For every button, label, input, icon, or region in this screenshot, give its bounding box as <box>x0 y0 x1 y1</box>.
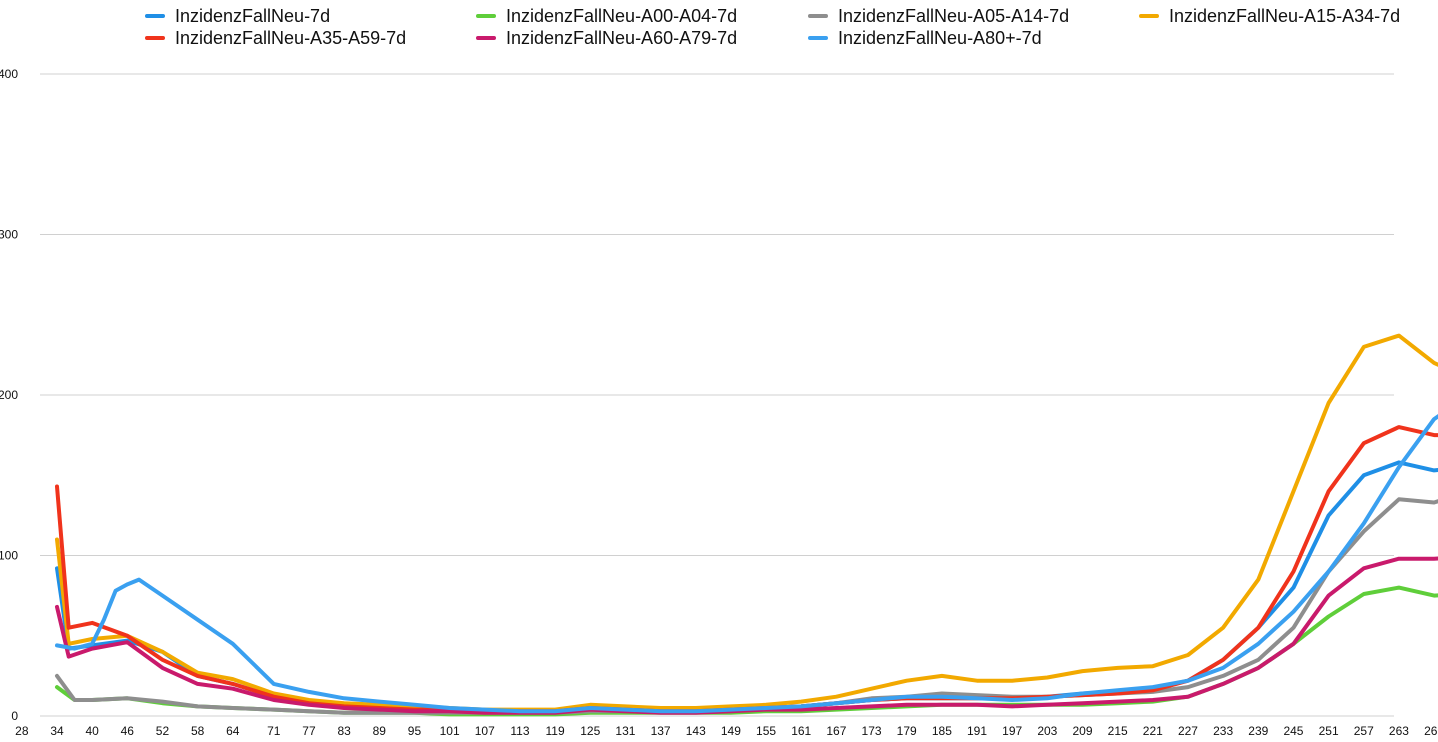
x-tick-label: 233 <box>1213 724 1233 738</box>
legend-label: InzidenzFallNeu-A05-A14-7d <box>838 5 1070 26</box>
x-tick-label: 143 <box>686 724 706 738</box>
legend-label: InzidenzFallNeu-7d <box>175 5 331 26</box>
legend-item: InzidenzFallNeu-A80+-7d <box>808 27 1042 49</box>
legend-swatch <box>1139 14 1159 18</box>
x-tick-label: 101 <box>440 724 460 738</box>
series-line-InzidenzFallNeu-A15-A34-7d <box>55 333 1438 712</box>
x-tick-label: 257 <box>1354 724 1374 738</box>
x-tick-label: 40 <box>85 724 99 738</box>
x-tick-label: 209 <box>1072 724 1092 738</box>
x-tick-label: 34 <box>50 724 64 738</box>
x-tick-label: 155 <box>756 724 776 738</box>
x-tick-label: 119 <box>546 724 565 738</box>
x-tick-label: 95 <box>408 724 422 738</box>
x-tick-label: 239 <box>1248 724 1268 738</box>
series-line-InzidenzFallNeu-A60-A79-7d <box>55 556 1438 715</box>
y-tick-label: 0 <box>11 709 18 723</box>
x-tick-label: 173 <box>862 724 882 738</box>
x-tick-label: 64 <box>226 724 240 738</box>
x-tick-label: 52 <box>156 724 170 738</box>
series-line-InzidenzFallNeu-A35-A59-7d <box>55 425 1438 714</box>
x-tick-label: 227 <box>1178 724 1198 738</box>
y-tick-label: 400 <box>0 67 18 81</box>
x-tick-label: 58 <box>191 724 205 738</box>
x-tick-label: 113 <box>510 724 529 738</box>
y-tick-label: 100 <box>0 549 18 563</box>
legend-swatch <box>476 36 496 40</box>
series-line-InzidenzFallNeu-7d <box>55 460 1438 714</box>
legend-item: InzidenzFallNeu-A15-A34-7d <box>1139 5 1400 27</box>
x-tick-label: 28 <box>15 724 29 738</box>
x-tick-label: 191 <box>967 724 987 738</box>
gridlines <box>40 73 1394 717</box>
legend-swatch <box>145 36 165 40</box>
x-tick-label: 137 <box>651 724 671 738</box>
chart-legend: InzidenzFallNeu-7d InzidenzFallNeu-A00-A0… <box>0 0 1438 60</box>
legend-item: InzidenzFallNeu-7d <box>145 5 330 27</box>
x-tick-label: 149 <box>721 724 741 738</box>
legend-swatch <box>808 14 828 18</box>
legend-item: InzidenzFallNeu-A05-A14-7d <box>808 5 1069 27</box>
series-line-InzidenzFallNeu-A80+-7d <box>55 414 1438 714</box>
x-tick-label: 161 <box>791 724 811 738</box>
x-tick-label: 251 <box>1319 724 1339 738</box>
x-tick-label: 269 <box>1424 724 1438 738</box>
x-tick-label: 89 <box>373 724 387 738</box>
legend-label: InzidenzFallNeu-A35-A59-7d <box>175 27 407 48</box>
x-tick-label: 185 <box>932 724 952 738</box>
x-tick-label: 179 <box>897 724 917 738</box>
legend-swatch <box>476 14 496 18</box>
y-axis-ticks: 0 100 200 300 400 <box>0 67 18 723</box>
legend-label: InzidenzFallNeu-A15-A34-7d <box>1169 5 1401 26</box>
legend-swatch <box>145 14 165 18</box>
x-tick-label: 167 <box>826 724 846 738</box>
x-tick-label: 263 <box>1389 724 1409 738</box>
x-tick-label: 46 <box>121 724 135 738</box>
legend-item: InzidenzFallNeu-A35-A59-7d <box>145 27 406 49</box>
x-tick-label: 77 <box>302 724 316 738</box>
y-tick-label: 200 <box>0 388 18 402</box>
legend-item: InzidenzFallNeu-A00-A04-7d <box>476 5 737 27</box>
legend-label: InzidenzFallNeu-A80+-7d <box>838 27 1042 48</box>
y-tick-label: 300 <box>0 228 18 242</box>
x-tick-label: 83 <box>337 724 351 738</box>
x-tick-label: 197 <box>1002 724 1022 738</box>
legend-swatch <box>808 36 828 40</box>
x-tick-label: 107 <box>475 724 495 738</box>
legend-item: InzidenzFallNeu-A60-A79-7d <box>476 27 737 49</box>
x-tick-label: 125 <box>580 724 600 738</box>
x-tick-label: 131 <box>615 724 635 738</box>
x-axis-ticks: 28 34 40 46 52 58 64 71 77 83 89 95 101 107 113 119 125 1… <box>15 724 1438 738</box>
legend-label: InzidenzFallNeu-A00-A04-7d <box>506 5 738 26</box>
x-tick-label: 215 <box>1108 724 1128 738</box>
x-tick-label: 221 <box>1143 724 1163 738</box>
legend-label: InzidenzFallNeu-A60-A79-7d <box>506 27 738 48</box>
series-lines <box>55 333 1438 717</box>
x-tick-label: 203 <box>1037 724 1057 738</box>
x-tick-label: 245 <box>1283 724 1303 738</box>
x-tick-label: 71 <box>267 724 281 738</box>
